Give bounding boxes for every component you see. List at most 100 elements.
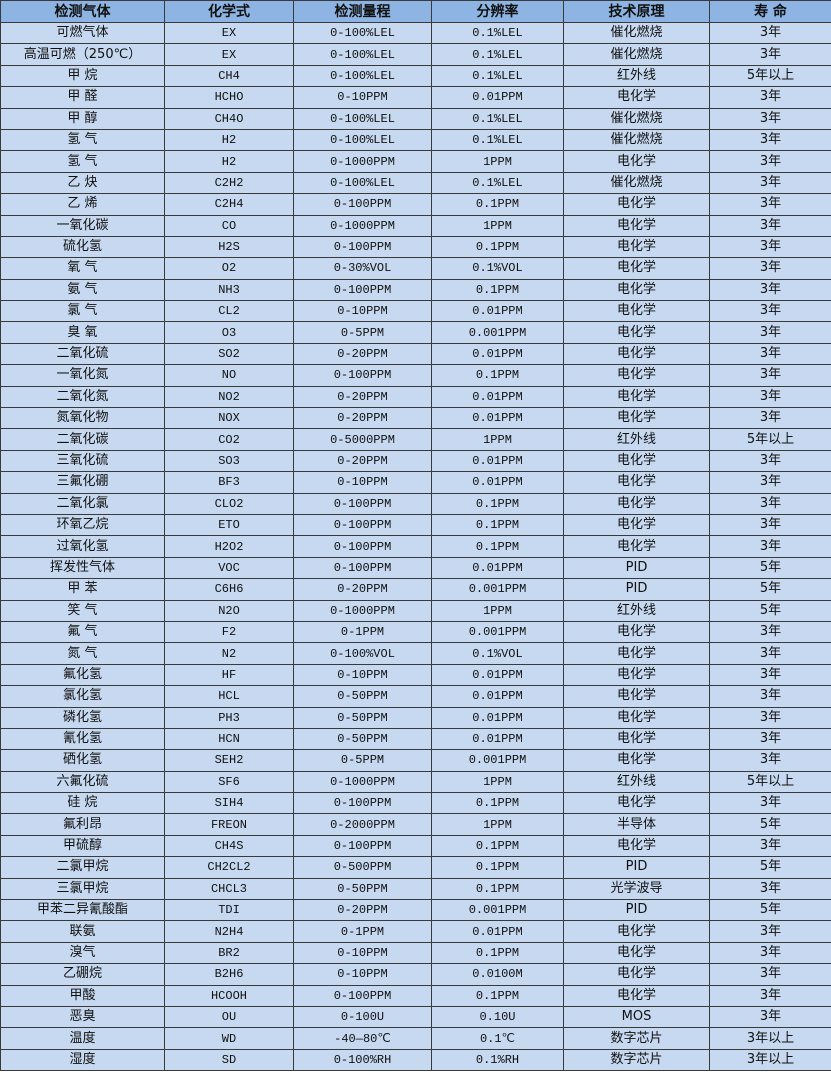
principle-cell: 电化学 bbox=[563, 706, 710, 729]
resolution-cell: 0.01PPM bbox=[431, 920, 564, 943]
table-row: 氟 气 F2 0-1PPM 0.001PPM 电化学 3年 bbox=[0, 620, 831, 644]
formula-cell: ETO bbox=[164, 513, 294, 537]
lifespan-cell: 3年 bbox=[709, 193, 831, 216]
principle-cell: 电化学 bbox=[563, 385, 710, 409]
lifespan-cell: 3年 bbox=[709, 963, 831, 986]
lifespan-cell: 3年 bbox=[709, 342, 831, 366]
range-cell: 0-10PPM bbox=[293, 963, 432, 986]
range-cell: 0-20PPM bbox=[293, 899, 432, 922]
gas-cell: 硅 烷 bbox=[0, 792, 165, 815]
principle-cell: 电化学 bbox=[563, 449, 710, 473]
principle-cell: 电化学 bbox=[563, 749, 710, 772]
resolution-cell: 0.1%LEL bbox=[431, 43, 564, 66]
range-cell: 0-20PPM bbox=[293, 385, 432, 409]
range-cell: 0-100%LEL bbox=[293, 107, 432, 130]
lifespan-cell: 3年 bbox=[709, 107, 831, 130]
formula-cell: H2 bbox=[164, 128, 294, 152]
gas-cell: 一氧化碳 bbox=[0, 214, 165, 237]
resolution-cell: 0.001PPM bbox=[431, 620, 564, 644]
range-cell: 0-100PPM bbox=[293, 235, 432, 259]
gas-cell: 氮 气 bbox=[0, 642, 165, 665]
range-cell: 0-10PPM bbox=[293, 663, 432, 687]
range-cell: 0-20PPM bbox=[293, 578, 432, 601]
resolution-cell: 0.1PPM bbox=[431, 513, 564, 537]
gas-cell: 甲苯二异氰酸酯 bbox=[0, 899, 165, 922]
resolution-cell: 0.1PPM bbox=[431, 834, 564, 858]
gas-cell: 六氟化硫 bbox=[0, 770, 165, 794]
table-row: 乙 炔 C2H2 0-100%LEL 0.1%LEL 催化燃烧 3年 bbox=[0, 171, 831, 195]
principle-cell: 电化学 bbox=[563, 193, 710, 216]
range-cell: 0-100PPM bbox=[293, 492, 432, 515]
gas-cell: 温度 bbox=[0, 1027, 165, 1050]
formula-cell: SEH2 bbox=[164, 749, 294, 772]
range-cell: 0-50PPM bbox=[293, 877, 432, 901]
range-cell: 0-100PPM bbox=[293, 278, 432, 302]
range-cell: 0-30%VOL bbox=[293, 257, 432, 280]
table-row: 硒化氢 SEH2 0-5PPM 0.001PPM 电化学 3年 bbox=[0, 749, 831, 772]
formula-cell: C2H4 bbox=[164, 193, 294, 216]
resolution-cell: 0.001PPM bbox=[431, 899, 564, 922]
range-cell: 0-100PPM bbox=[293, 364, 432, 387]
principle-cell: 电化学 bbox=[563, 920, 710, 943]
lifespan-cell: 3年 bbox=[709, 449, 831, 473]
lifespan-cell: 3年 bbox=[709, 86, 831, 109]
table-row: 温度 WD -40—80℃ 0.1℃ 数字芯片 3年以上 bbox=[0, 1027, 831, 1050]
lifespan-cell: 5年以上 bbox=[709, 428, 831, 451]
table-row: 甲 苯 C6H6 0-20PPM 0.001PPM PID 5年 bbox=[0, 578, 831, 601]
range-cell: 0-50PPM bbox=[293, 727, 432, 751]
gas-cell: 三氟化硼 bbox=[0, 471, 165, 494]
principle-cell: MOS bbox=[563, 1005, 710, 1029]
gas-cell: 乙硼烷 bbox=[0, 963, 165, 986]
principle-cell: 电化学 bbox=[563, 471, 710, 494]
formula-cell: SIH4 bbox=[164, 792, 294, 815]
formula-cell: O3 bbox=[164, 321, 294, 344]
principle-cell: 催化燃烧 bbox=[563, 21, 710, 45]
principle-cell: 电化学 bbox=[563, 685, 710, 708]
lifespan-cell: 3年 bbox=[709, 749, 831, 772]
table-row: 氯 气 CL2 0-10PPM 0.01PPM 电化学 3年 bbox=[0, 300, 831, 323]
lifespan-cell: 3年 bbox=[709, 984, 831, 1007]
formula-cell: HCN bbox=[164, 727, 294, 751]
table-row: 甲硫醇 CH4S 0-100PPM 0.1PPM 电化学 3年 bbox=[0, 834, 831, 858]
principle-cell: 电化学 bbox=[563, 792, 710, 815]
principle-cell: 红外线 bbox=[563, 770, 710, 794]
gas-cell: 三氯甲烷 bbox=[0, 877, 165, 901]
resolution-cell: 0.01PPM bbox=[431, 471, 564, 494]
lifespan-cell: 3年 bbox=[709, 877, 831, 901]
formula-cell: C6H6 bbox=[164, 578, 294, 601]
principle-cell: 电化学 bbox=[563, 214, 710, 237]
table-row: 甲酸 HCOOH 0-100PPM 0.1PPM 电化学 3年 bbox=[0, 984, 831, 1007]
table-row: 氧 气 O2 0-30%VOL 0.1%VOL 电化学 3年 bbox=[0, 257, 831, 280]
gas-cell: 联氨 bbox=[0, 920, 165, 943]
gas-cell: 磷化氢 bbox=[0, 706, 165, 729]
range-cell: 0-100PPM bbox=[293, 193, 432, 216]
principle-cell: 电化学 bbox=[563, 150, 710, 173]
resolution-cell: 0.1%LEL bbox=[431, 171, 564, 195]
gas-cell: 三氧化硫 bbox=[0, 449, 165, 473]
table-row: 二氧化氯 CLO2 0-100PPM 0.1PPM 电化学 3年 bbox=[0, 492, 831, 515]
principle-cell: 电化学 bbox=[563, 941, 710, 965]
gas-cell: 氧 气 bbox=[0, 257, 165, 280]
gas-cell: 氟 气 bbox=[0, 620, 165, 644]
table-row: 一氧化氮 NO 0-100PPM 0.1PPM 电化学 3年 bbox=[0, 364, 831, 387]
principle-cell: 电化学 bbox=[563, 963, 710, 986]
header-gas: 检测气体 bbox=[0, 0, 165, 23]
formula-cell: SO3 bbox=[164, 449, 294, 473]
table-row: 联氨 N2H4 0-1PPM 0.01PPM 电化学 3年 bbox=[0, 920, 831, 943]
formula-cell: CLO2 bbox=[164, 492, 294, 515]
formula-cell: F2 bbox=[164, 620, 294, 644]
resolution-cell: 0.01PPM bbox=[431, 556, 564, 580]
table-row: 氰化氢 HCN 0-50PPM 0.01PPM 电化学 3年 bbox=[0, 727, 831, 751]
lifespan-cell: 3年 bbox=[709, 685, 831, 708]
gas-cell: 硫化氢 bbox=[0, 235, 165, 259]
lifespan-cell: 3年 bbox=[709, 235, 831, 259]
resolution-cell: 0.1PPM bbox=[431, 193, 564, 216]
resolution-cell: 0.1℃ bbox=[431, 1027, 564, 1050]
lifespan-cell: 3年 bbox=[709, 941, 831, 965]
gas-cell: 可燃气体 bbox=[0, 21, 165, 45]
table-row: 高温可燃（250℃） EX 0-100%LEL 0.1%LEL 催化燃烧 3年 bbox=[0, 43, 831, 66]
lifespan-cell: 3年 bbox=[709, 727, 831, 751]
table-row: 磷化氢 PH3 0-50PPM 0.01PPM 电化学 3年 bbox=[0, 706, 831, 729]
principle-cell: 数字芯片 bbox=[563, 1048, 710, 1072]
range-cell: 0-100%RH bbox=[293, 1048, 432, 1072]
